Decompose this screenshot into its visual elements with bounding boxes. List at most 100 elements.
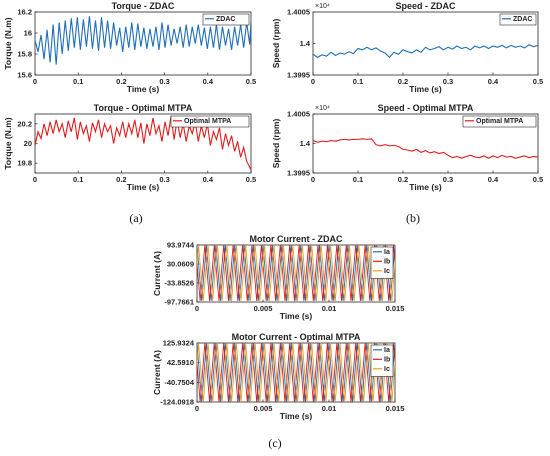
x-tick-label: 0.3 — [443, 77, 453, 86]
x-tick-label: 0.2 — [398, 77, 408, 86]
x-tick-label: 0.5 — [533, 175, 543, 184]
y-tick-label: 1.4005 — [287, 8, 310, 17]
y-tick-label: 1.3995 — [287, 71, 310, 80]
series-group — [313, 138, 538, 159]
legend-label: ZDAC — [216, 16, 235, 23]
x-tick-label: 0.5 — [246, 175, 256, 184]
legend-label: ZDAC — [513, 16, 532, 23]
y-tick-label: -40.7504 — [164, 378, 194, 387]
legend-label: Optimal MTPA — [476, 118, 523, 125]
plot-area — [196, 342, 396, 403]
y-tick-label: 19.8 — [17, 159, 32, 168]
legend-label: Ia — [384, 249, 390, 256]
caption-a: (a) — [129, 211, 142, 225]
plot-area — [196, 244, 396, 303]
x-tick-label: 0.1 — [353, 77, 363, 86]
x-tick-label: 0.4 — [203, 175, 214, 184]
x-axis-label: Time (s) — [280, 411, 313, 421]
y-tick-label: 42.5910 — [167, 358, 194, 367]
x-tick-label: 0 — [311, 77, 315, 86]
x-axis-label: Time (s) — [127, 182, 160, 192]
y-tick-label: -33.8526 — [164, 279, 194, 288]
legend-box — [170, 115, 250, 128]
series-line-ia — [197, 343, 395, 402]
x-tick-label: 0.2 — [398, 175, 408, 184]
y-axis-label: Torque (N.m) — [3, 17, 13, 69]
legend-box — [462, 115, 537, 128]
legend-label: Optimal MTPA — [184, 118, 231, 125]
series-line-ic — [197, 245, 395, 301]
chart-title: Motor Current - Optimal MTPA — [232, 332, 361, 342]
x-tick-label: 0.1 — [73, 77, 83, 86]
chart-panel-2: Speed - ZDAC 0 0.1 0.2 0.3 0.4 0.5 Time (s) 1.39… — [271, 1, 543, 94]
y-axis-label: Current (A) — [152, 350, 162, 395]
x-tick-label: 0.005 — [254, 304, 273, 313]
caption-c: (c) — [268, 436, 281, 450]
x-tick-label: 0.005 — [254, 404, 273, 413]
x-tick-label: 0 — [33, 77, 37, 86]
legend-box — [499, 13, 537, 26]
y-tick-label: 1.4 — [300, 139, 311, 148]
caption-b: (b) — [406, 211, 420, 225]
series-group — [35, 115, 251, 171]
x-axis-label: Time (s) — [280, 311, 313, 321]
chart-panel-3: Torque - Optimal MTPA 0 0.1 0.2 0.3 0.4 0.5 Tim… — [3, 103, 256, 192]
series-line-ic — [197, 343, 395, 402]
chart-title: Speed - Optimal MTPA — [378, 103, 474, 113]
chart-panel-5: Motor Current - ZDAC 0 0.005 0.01 0.015 Time … — [152, 234, 405, 321]
legend: Ia Ib Ic — [370, 344, 394, 377]
y-tick-label: 16.2 — [17, 8, 32, 17]
x-tick-label: 0 — [195, 404, 199, 413]
y-tick-label: -97.7661 — [164, 298, 194, 307]
chart-title: Motor Current - ZDAC — [250, 234, 343, 244]
x-axis-label: Time (s) — [127, 84, 160, 94]
y-tick-label: 15.8 — [17, 50, 32, 59]
legend-label: Ic — [384, 366, 390, 373]
x-tick-label: 0 — [33, 175, 37, 184]
legend-label: Ib — [384, 259, 390, 266]
x-tick-label: 0.3 — [159, 77, 169, 86]
y-tick-label: 1.3995 — [287, 169, 310, 178]
x-tick-label: 0.2 — [116, 77, 126, 86]
legend: ZDAC — [499, 13, 537, 26]
axis-exponent-label: ×10⁴ — [315, 105, 330, 112]
y-tick-label: 16 — [24, 29, 32, 38]
y-tick-label: 20 — [24, 139, 32, 148]
x-tick-label: 0.4 — [203, 77, 214, 86]
legend-label: Ib — [384, 357, 390, 364]
y-tick-label: -124.0918 — [160, 398, 194, 407]
x-axis-label: Time (s) — [409, 84, 442, 94]
y-axis-label: Speed (rpm) — [271, 19, 281, 69]
chart-title: Speed - ZDAC — [395, 1, 456, 11]
series-group — [313, 44, 538, 59]
y-tick-label: 20.2 — [17, 119, 32, 128]
chart-panel-1: Torque - ZDAC 0 0.1 0.2 0.3 0.4 0.5 Time (s) 15.… — [3, 1, 256, 94]
series-line — [35, 115, 251, 171]
legend-label: Ia — [384, 347, 390, 354]
chart-panel-6: Motor Current - Optimal MTPA 0 0.005 0.01 0.… — [152, 332, 405, 421]
series-line — [313, 44, 538, 59]
x-tick-label: 0.5 — [246, 77, 256, 86]
x-tick-label: 0.1 — [73, 175, 83, 184]
x-tick-label: 0.5 — [533, 77, 543, 86]
x-tick-label: 0.3 — [443, 175, 453, 184]
x-tick-label: 0.01 — [322, 404, 337, 413]
x-tick-label: 0.1 — [353, 175, 363, 184]
x-axis-label: Time (s) — [409, 182, 442, 192]
y-axis-label: Torque (N.m) — [3, 117, 13, 169]
chart-panel-4: Speed - Optimal MTPA 0 0.1 0.2 0.3 0.4 0.5 Time… — [271, 103, 543, 192]
x-tick-label: 0.4 — [488, 77, 499, 86]
legend: Optimal MTPA — [170, 115, 250, 128]
y-tick-label: 93.9744 — [167, 241, 195, 250]
y-tick-label: 125.9324 — [163, 339, 195, 348]
x-tick-label: 0.015 — [386, 304, 405, 313]
x-tick-label: 0.01 — [322, 304, 337, 313]
y-tick-label: 1.4005 — [287, 110, 310, 119]
x-tick-label: 0.4 — [488, 175, 499, 184]
series-line — [313, 138, 538, 159]
y-axis-label: Current (A) — [152, 251, 162, 296]
y-tick-label: 1.4 — [300, 39, 311, 48]
y-axis-label: Speed (rpm) — [271, 119, 281, 169]
x-tick-label: 0.015 — [386, 404, 405, 413]
